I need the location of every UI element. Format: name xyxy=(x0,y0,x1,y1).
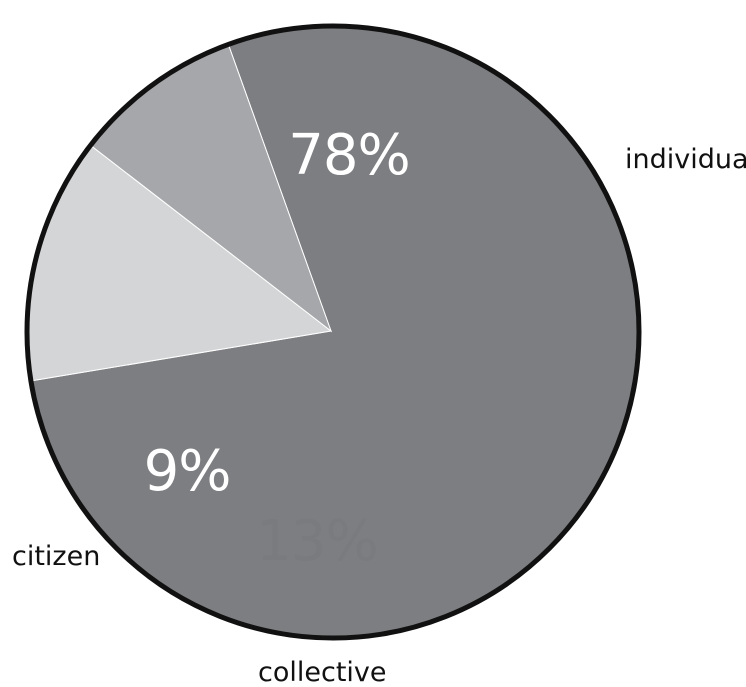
pie-outline xyxy=(24,23,642,641)
category-label-citizen: citizen xyxy=(12,541,100,572)
slice-label-individual: 78% xyxy=(288,123,409,188)
pie-slices xyxy=(26,25,640,639)
category-label-collective: collective xyxy=(258,657,387,687)
category-label-individual: individual xyxy=(625,144,746,175)
slice-label-citizen: 9% xyxy=(144,439,231,504)
slice-label-collective: 13% xyxy=(256,509,377,574)
